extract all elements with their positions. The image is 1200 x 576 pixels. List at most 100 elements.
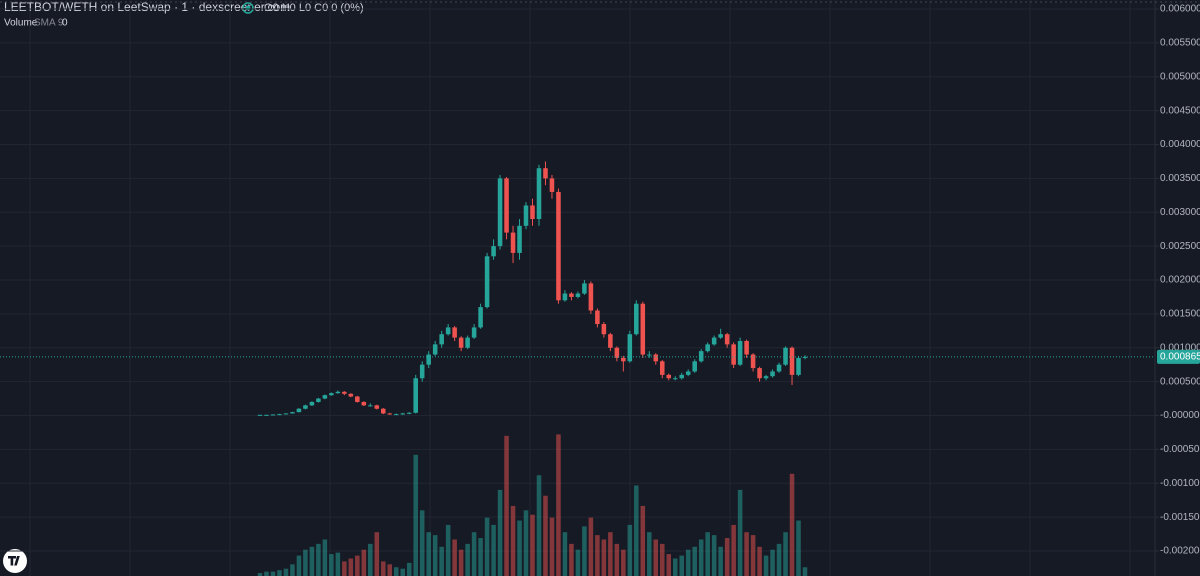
volume-bar <box>634 485 639 576</box>
candle-body <box>705 344 710 352</box>
candle-body <box>543 168 548 179</box>
volume-bar <box>679 555 684 576</box>
candle-body <box>342 391 347 394</box>
volume-bar <box>342 561 347 576</box>
volume-bar <box>737 489 743 576</box>
candle-body <box>770 371 775 377</box>
candle-body <box>659 361 665 375</box>
candle-body <box>361 401 367 406</box>
volume-bar <box>705 532 710 576</box>
candle-body <box>257 414 263 416</box>
candle-body <box>562 293 568 301</box>
volume-bar <box>575 549 581 576</box>
volume-bar <box>484 517 490 576</box>
volume-bar <box>750 535 756 576</box>
candle-body <box>296 408 302 413</box>
volume-bar <box>744 532 749 576</box>
candle-body <box>575 293 581 297</box>
candle-body <box>393 414 399 416</box>
candle-body <box>309 401 315 406</box>
candle-body <box>270 414 276 416</box>
volume-bar <box>588 517 594 576</box>
candle-body <box>329 393 334 396</box>
volume-bar <box>400 568 406 576</box>
volume-bar <box>711 535 717 576</box>
volume-bar <box>458 549 464 576</box>
candle-body <box>640 303 646 355</box>
candle-body <box>458 337 464 348</box>
candle-body <box>478 307 483 328</box>
y-tick-label: -0.001500 <box>1160 512 1200 523</box>
candle-body <box>387 413 393 415</box>
candle-body <box>621 357 626 362</box>
volume-bar <box>724 538 730 576</box>
volume-bar <box>283 568 289 576</box>
candle-body <box>368 405 373 407</box>
candle-body <box>381 408 386 414</box>
y-tick-label: 0.004000 <box>1160 139 1200 150</box>
candle-body <box>264 414 269 416</box>
volume-sma-label: SMA 9 <box>34 18 64 29</box>
candle-body <box>757 368 762 379</box>
volume-bar <box>595 535 600 576</box>
candle-body <box>634 303 639 335</box>
candle-body <box>614 347 620 358</box>
volume-bar <box>666 554 672 576</box>
candle-body <box>724 334 730 345</box>
candle-body <box>426 354 431 365</box>
volume-bar <box>277 570 282 576</box>
candle-body <box>672 378 678 380</box>
volume-bar <box>517 520 522 576</box>
volume-bar <box>439 546 444 576</box>
volume-bar <box>802 567 808 576</box>
candle-body <box>530 205 535 220</box>
y-tick-label: 0.003500 <box>1160 173 1200 184</box>
candle-body <box>355 396 360 402</box>
candle-body <box>348 393 354 397</box>
candle-body <box>290 412 295 414</box>
candle-body <box>608 334 613 348</box>
y-tick-label: 0.000500 <box>1160 376 1200 387</box>
volume-sma-value: 0 <box>62 18 68 29</box>
candle-body <box>582 283 587 294</box>
volume-bar <box>523 510 529 576</box>
volume-label: Volume <box>4 18 38 29</box>
volume-bar <box>601 539 607 576</box>
volume-bar <box>685 549 691 576</box>
volume-bar <box>530 514 535 576</box>
candle-body <box>685 371 691 375</box>
volume-bar <box>543 495 548 576</box>
volume-bar <box>368 543 373 576</box>
candle-body <box>335 391 341 394</box>
volume-bar <box>504 435 509 576</box>
candle-body <box>595 310 600 325</box>
ohlc-legend: O0 H0 L0 C0 0 (0%) <box>264 2 364 14</box>
volume-bar <box>478 538 483 576</box>
volume-bar <box>608 532 613 576</box>
volume-bar <box>647 532 652 576</box>
candle-body <box>556 191 561 301</box>
candle-body <box>283 413 289 415</box>
candle-body <box>439 334 444 345</box>
candle-body <box>432 344 438 355</box>
candle-body <box>445 327 451 335</box>
volume-bar <box>296 555 302 576</box>
candle-body <box>549 178 555 192</box>
volume-bar <box>387 564 393 576</box>
status-icon <box>242 2 254 14</box>
volume-bar <box>556 434 561 576</box>
volume-bar <box>770 549 775 576</box>
y-tick-label: 0.001000 <box>1160 342 1200 353</box>
volume-bar <box>355 555 360 576</box>
candle-body <box>510 232 516 253</box>
candle-body <box>789 347 795 375</box>
y-tick-label: -0.000500 <box>1160 444 1200 455</box>
volume-bar <box>757 546 762 576</box>
volume-bar <box>614 543 620 576</box>
candle-body <box>647 354 652 356</box>
last-price-label: 0.000865 <box>1160 352 1200 363</box>
candle-body <box>796 357 801 375</box>
volume-bar <box>789 473 795 576</box>
candle-body <box>322 395 328 399</box>
